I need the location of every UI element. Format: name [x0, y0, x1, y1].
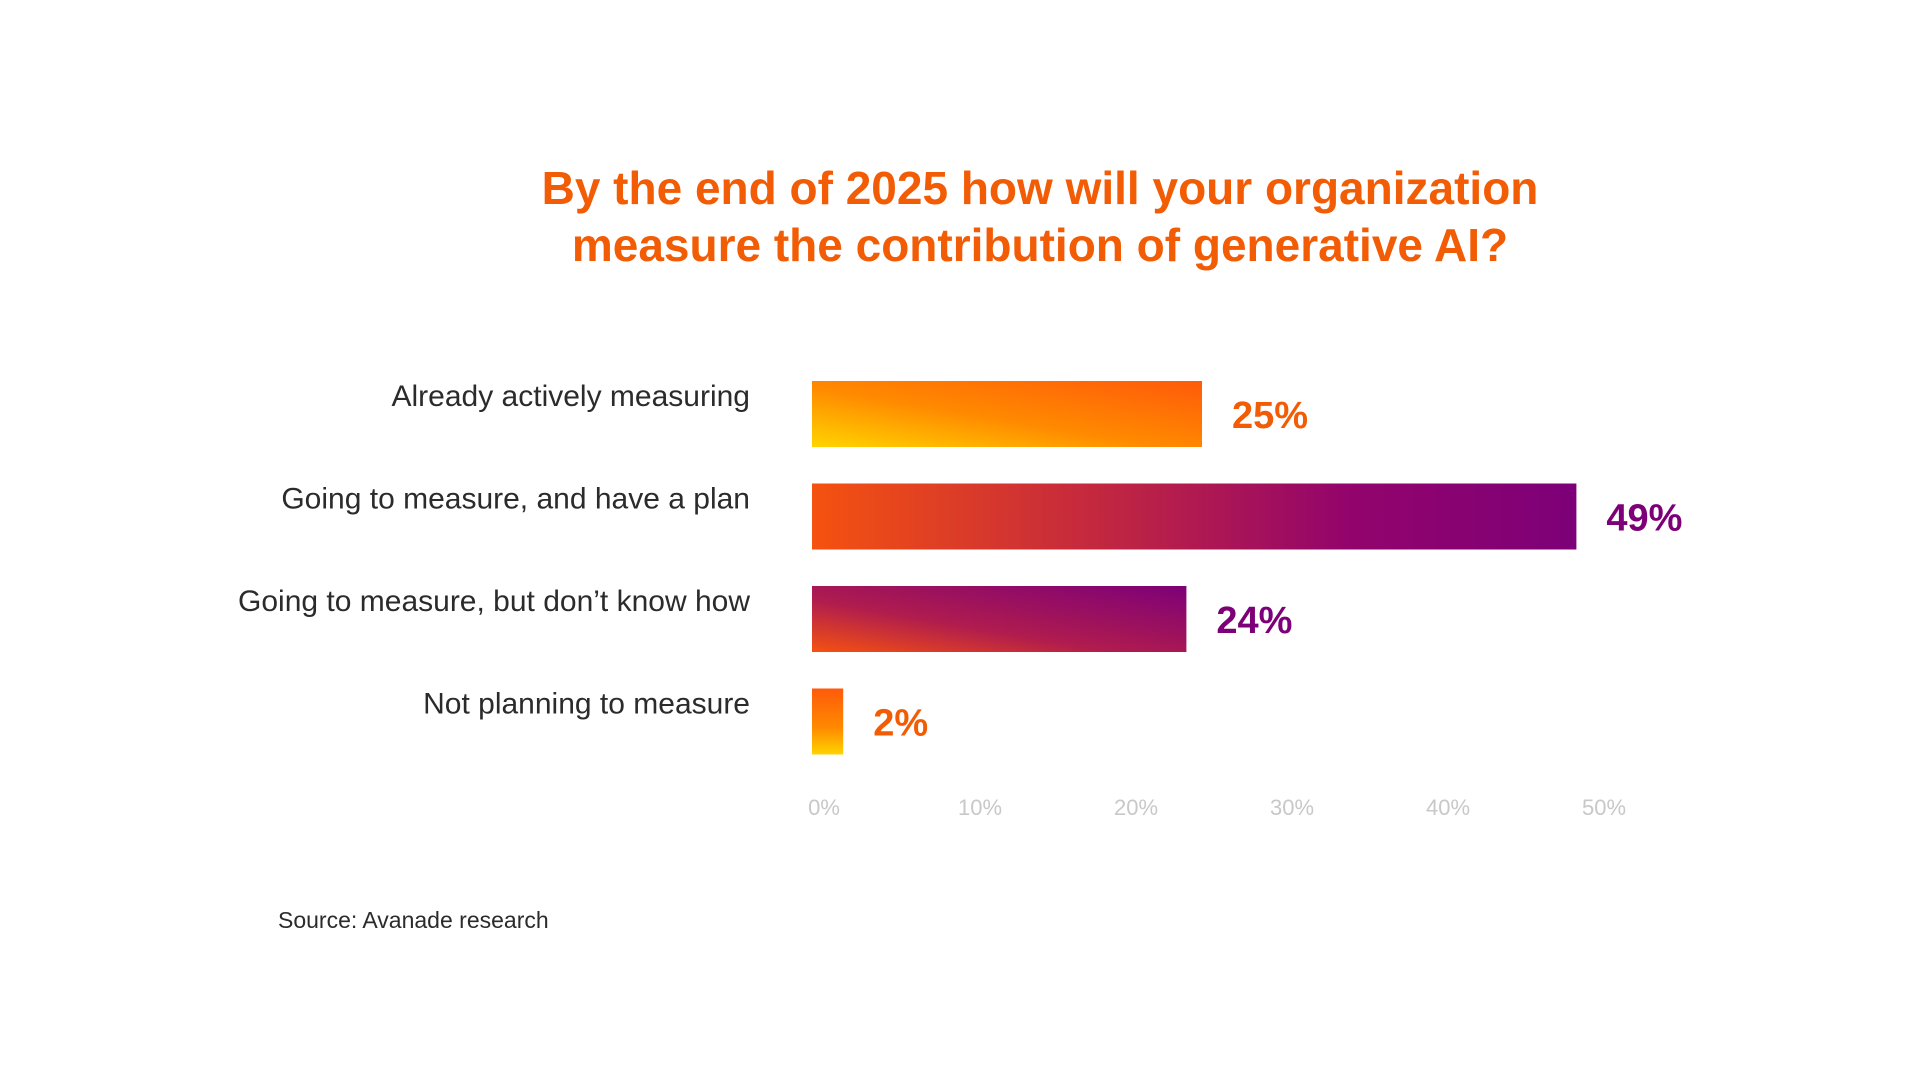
- x-axis-ticks: 0% 10% 20% 30% 40% 50%: [808, 795, 1626, 820]
- bars-layer: [812, 381, 1577, 755]
- x-tick-label-3: 30%: [1270, 795, 1314, 820]
- x-tick-label-1: 10%: [958, 795, 1002, 820]
- value-label-1: 49%: [1606, 498, 1682, 540]
- bar-1: [812, 483, 1577, 550]
- category-labels: Already actively measuring Going to measu…: [238, 380, 750, 721]
- chart-title-line-1: By the end of 2025 how will your organiz…: [541, 162, 1539, 214]
- value-label-2: 24%: [1216, 600, 1292, 642]
- source-note: Source: Avanade research: [278, 907, 549, 933]
- value-label-0: 25%: [1232, 395, 1308, 437]
- chart-title-line-2: measure the contribution of generative A…: [571, 219, 1509, 271]
- category-label-2: Going to measure, but don’t know how: [238, 585, 750, 618]
- value-labels: 25% 49% 24% 2%: [873, 395, 1682, 745]
- category-label-3: Not planning to measure: [423, 688, 750, 721]
- category-label-1: Going to measure, and have a plan: [281, 483, 750, 516]
- x-tick-label-4: 40%: [1426, 795, 1470, 820]
- chart-title: By the end of 2025 how will your organiz…: [0, 160, 1920, 274]
- bar-2: [812, 586, 1187, 652]
- bar-0: [812, 381, 1202, 447]
- x-tick-label-2: 20%: [1114, 795, 1158, 820]
- bar-3: [812, 688, 844, 755]
- value-label-3: 2%: [873, 703, 928, 745]
- category-label-0: Already actively measuring: [392, 380, 751, 413]
- x-tick-label-5: 50%: [1582, 795, 1626, 820]
- x-tick-label-0: 0%: [808, 795, 840, 820]
